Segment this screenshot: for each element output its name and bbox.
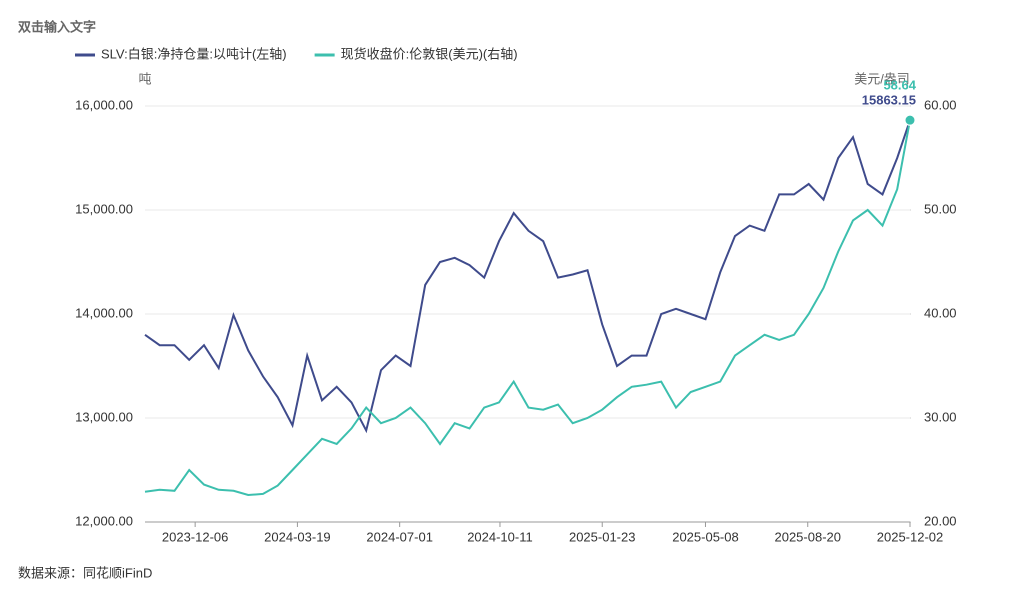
- legend-label: 现货收盘价:伦敦银(美元)(右轴): [341, 46, 518, 61]
- x-tick-label: 2025-08-20: [774, 529, 841, 544]
- y-tick-label: 14,000.00: [75, 305, 133, 320]
- x-tick-label: 2024-03-19: [264, 529, 331, 544]
- source: 数据来源：同花顺iFinD: [18, 565, 152, 580]
- series-line: [144, 119, 911, 434]
- y-tick-label: 12,000.00: [75, 513, 133, 528]
- x-tick-label: 2025-01-23: [569, 529, 636, 544]
- x-tick-label: 2024-07-01: [366, 529, 433, 544]
- y2-tick-label: 50.00: [924, 201, 957, 216]
- end-value-label: 15863.15: [862, 92, 916, 107]
- y2-tick-label: 30.00: [924, 409, 957, 424]
- legend-label: SLV:白银:净持仓量:以吨计(左轴): [101, 46, 287, 61]
- header: 双击输入文字: [18, 19, 96, 34]
- x-tick-label: 2023-12-06: [162, 529, 229, 544]
- y-tick-label: 16,000.00: [75, 97, 133, 112]
- x-tick-label: 2025-12-02: [877, 529, 944, 544]
- y2-axis-label: 美元/盎司: [854, 71, 910, 86]
- series-line: [144, 119, 911, 497]
- y2-tick-label: 60.00: [924, 97, 957, 112]
- y-tick-label: 13,000.00: [75, 409, 133, 424]
- end-value-label: 58.64: [883, 77, 916, 92]
- y2-tick-label: 20.00: [924, 513, 957, 528]
- x-tick-label: 2024-10-11: [467, 529, 533, 544]
- y2-tick-label: 40.00: [924, 305, 957, 320]
- y-axis-label: 吨: [138, 71, 151, 86]
- y-tick-label: 15,000.00: [75, 201, 133, 216]
- end-marker: [904, 114, 916, 126]
- x-tick-label: 2025-05-08: [672, 529, 739, 544]
